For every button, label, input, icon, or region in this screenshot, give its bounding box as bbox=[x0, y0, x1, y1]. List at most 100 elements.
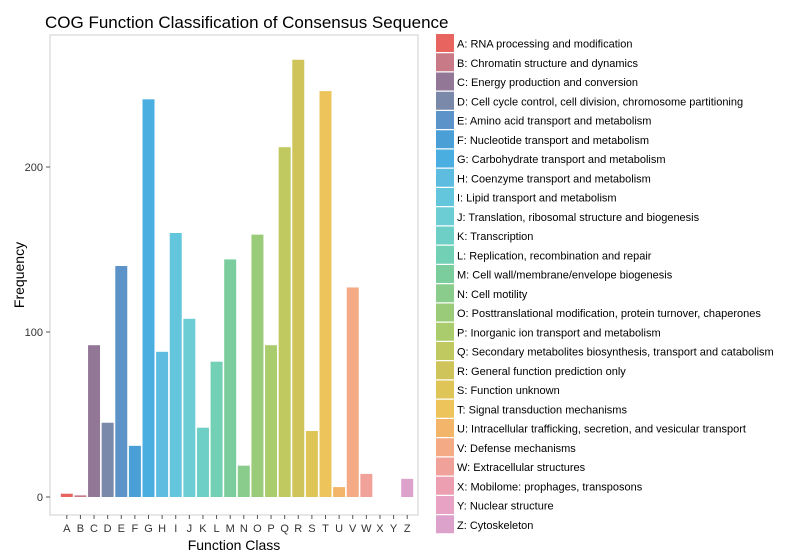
legend-label: T: Signal transduction mechanisms bbox=[457, 404, 627, 416]
legend-label: L: Replication, recombination and repair bbox=[457, 250, 652, 262]
legend-swatch bbox=[436, 130, 454, 149]
plot-panel bbox=[49, 34, 419, 516]
legend-label: Y: Nuclear structure bbox=[457, 501, 554, 513]
x-axis-title: Function Class bbox=[188, 537, 281, 553]
legend-label: Z: Cytoskeleton bbox=[457, 520, 533, 532]
legend-swatch bbox=[436, 476, 454, 495]
legend-swatch bbox=[436, 419, 454, 437]
legend-label: K: Transcription bbox=[457, 231, 533, 243]
legend-label: H: Coenzyme transport and metabolism bbox=[457, 173, 651, 185]
legend-label: O: Posttranslational modification, prote… bbox=[457, 308, 761, 320]
legend-swatch bbox=[436, 438, 454, 457]
legend-label: X: Mobilome: prophages, transposons bbox=[457, 481, 643, 493]
x-tick-label: C bbox=[90, 523, 98, 535]
legend-label: P: Inorganic ion transport and metabolis… bbox=[457, 327, 661, 339]
x-tick-label: U bbox=[335, 523, 343, 535]
legend-label: A: RNA processing and modification bbox=[457, 39, 632, 51]
legend-swatch bbox=[436, 168, 454, 187]
x-tick-label: R bbox=[294, 523, 302, 535]
x-tick-label: O bbox=[253, 523, 262, 535]
legend-swatch bbox=[436, 53, 454, 72]
legend-swatch bbox=[436, 322, 454, 341]
legend-label: F: Nucleotide transport and metabolism bbox=[457, 135, 649, 147]
bars bbox=[60, 59, 414, 497]
legend-swatch bbox=[436, 207, 454, 226]
y-axis-title: Frequency bbox=[11, 242, 27, 308]
legend-swatch bbox=[436, 226, 454, 245]
bar-l bbox=[210, 361, 223, 497]
legend-swatch bbox=[436, 188, 454, 206]
bar-p bbox=[265, 345, 278, 497]
legend-label: R: General function prediction only bbox=[457, 366, 626, 378]
legend-label: D: Cell cycle control, cell division, ch… bbox=[457, 96, 743, 108]
y-tick-label: 100 bbox=[25, 327, 43, 339]
x-tick-label: J bbox=[187, 523, 193, 535]
legend-label: W: Extracellular structures bbox=[457, 462, 586, 474]
x-tick-label: H bbox=[158, 523, 166, 535]
bar-i bbox=[169, 233, 182, 497]
legend-swatch bbox=[436, 284, 454, 303]
bar-u bbox=[333, 487, 346, 497]
bar-a bbox=[60, 493, 73, 497]
x-tick-label: Q bbox=[280, 523, 289, 535]
x-tick-label: I bbox=[174, 523, 177, 535]
legend-swatch bbox=[436, 515, 454, 534]
bar-s bbox=[305, 431, 318, 497]
legend-label: N: Cell motility bbox=[457, 289, 528, 301]
legend-label: B: Chromatin structure and dynamics bbox=[457, 58, 638, 70]
x-tick-label: N bbox=[240, 523, 248, 535]
bar-c bbox=[88, 345, 101, 497]
chart-title: COG Function Classification of Consensus… bbox=[45, 13, 448, 32]
x-tick-label: W bbox=[361, 523, 372, 535]
bar-k bbox=[196, 427, 209, 497]
x-tick-label: E bbox=[118, 523, 125, 535]
x-tick-label: G bbox=[144, 523, 153, 535]
legend-swatch bbox=[436, 303, 454, 322]
x-tick-label: K bbox=[199, 523, 207, 535]
legend-label: V: Defense mechanisms bbox=[457, 443, 576, 455]
legend-swatch bbox=[436, 496, 454, 514]
x-tick-label: M bbox=[226, 523, 235, 535]
bar-w bbox=[360, 473, 373, 497]
bar-r bbox=[292, 59, 305, 497]
bar-q bbox=[278, 147, 291, 497]
x-tick-label: F bbox=[132, 523, 139, 535]
legend-label: I: Lipid transport and metabolism bbox=[457, 193, 617, 205]
x-tick-label: D bbox=[104, 523, 112, 535]
x-tick-label: Z bbox=[404, 523, 411, 535]
legend-swatch bbox=[436, 91, 454, 110]
legend-label: E: Amino acid transport and metabolism bbox=[457, 116, 651, 128]
bar-m bbox=[224, 259, 237, 497]
bar-j bbox=[183, 318, 196, 497]
legend-swatch bbox=[436, 380, 454, 399]
legend: A: RNA processing and modification B: Chr… bbox=[436, 34, 774, 534]
legend-label: S: Function unknown bbox=[457, 385, 560, 397]
bar-d bbox=[101, 422, 114, 497]
x-tick-label: P bbox=[267, 523, 274, 535]
bar-h bbox=[156, 351, 169, 497]
legend-swatch bbox=[436, 361, 454, 380]
bar-b bbox=[74, 495, 87, 497]
bar-t bbox=[319, 91, 332, 497]
legend-label: M: Cell wall/membrane/envelope biogenesi… bbox=[457, 270, 673, 282]
bar-f bbox=[128, 445, 141, 497]
bar-g bbox=[142, 99, 155, 497]
x-tick-label: S bbox=[308, 523, 315, 535]
bar-v bbox=[346, 287, 359, 497]
legend-label: J: Translation, ribosomal structure and … bbox=[457, 212, 700, 224]
x-tick-label: V bbox=[349, 523, 357, 535]
legend-swatch bbox=[436, 265, 454, 283]
legend-swatch bbox=[436, 457, 454, 476]
bar-n bbox=[237, 465, 250, 497]
y-tick-label: 200 bbox=[25, 162, 43, 174]
x-tick-label: L bbox=[214, 523, 220, 535]
y-tick-label: 0 bbox=[37, 492, 43, 504]
legend-swatch bbox=[436, 342, 454, 360]
legend-swatch bbox=[436, 34, 454, 52]
x-tick-label: Y bbox=[390, 523, 398, 535]
bar-o bbox=[251, 234, 264, 497]
legend-label: U: Intracellular trafficking, secretion,… bbox=[457, 424, 746, 436]
x-tick-label: X bbox=[376, 523, 384, 535]
